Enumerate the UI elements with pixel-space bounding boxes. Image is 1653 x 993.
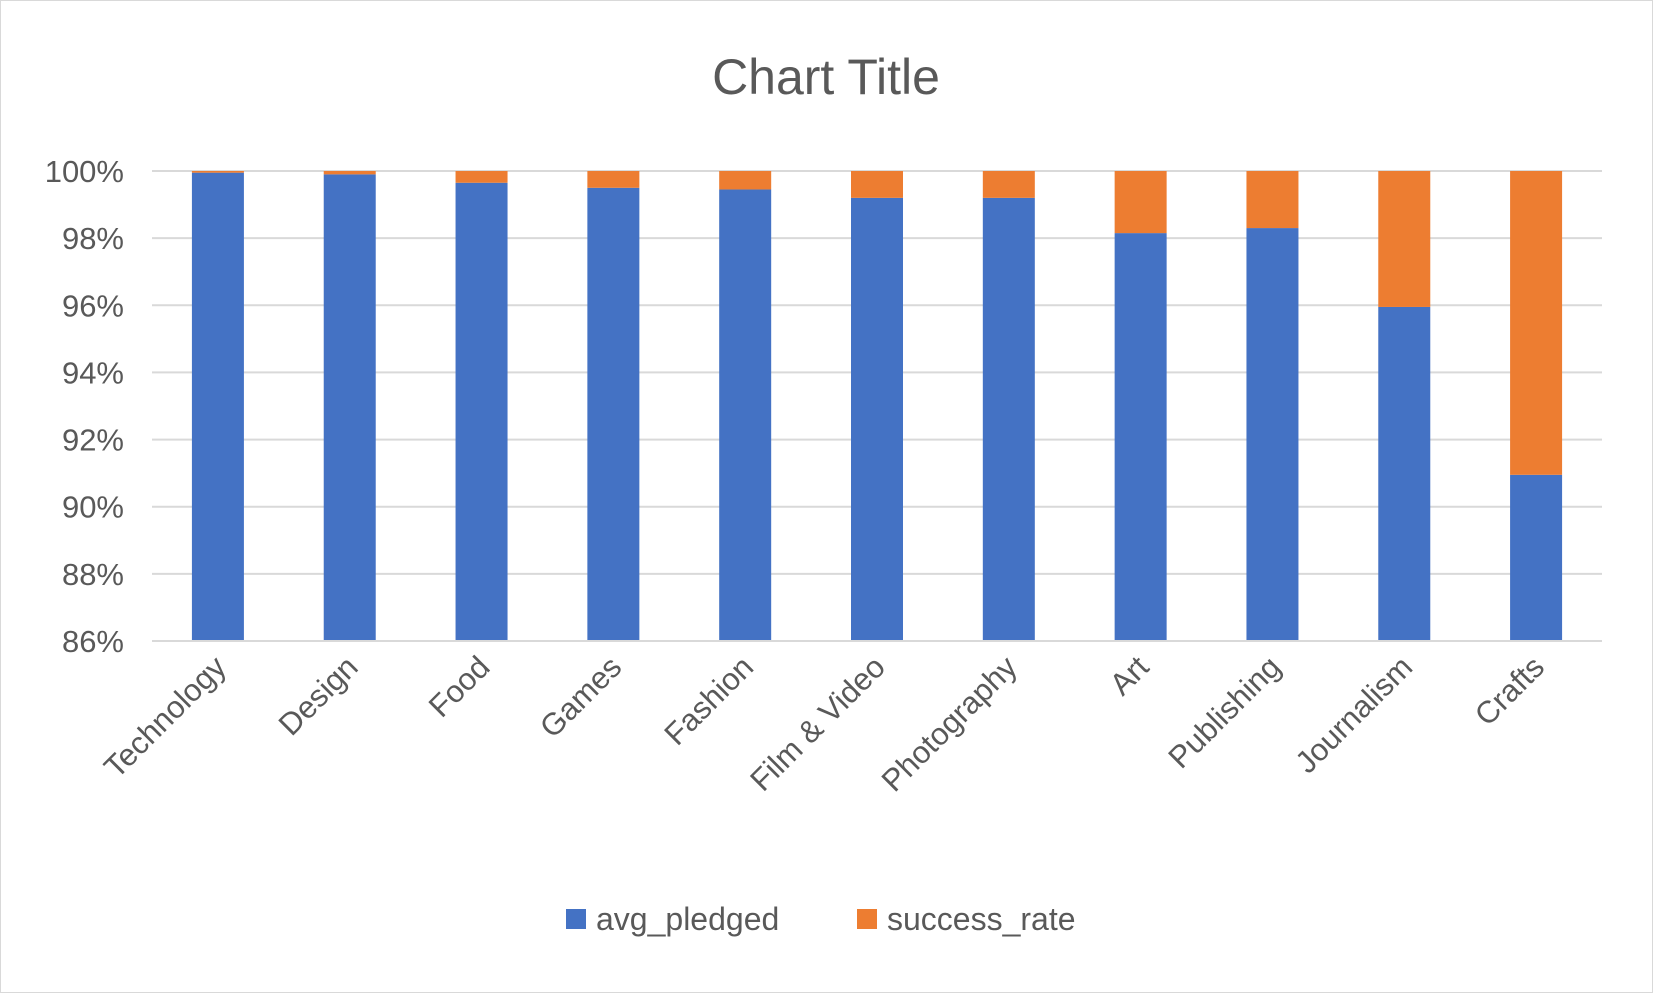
y-tick-label: 98%	[62, 221, 124, 256]
bar-avg_pledged	[1510, 474, 1563, 641]
x-tick-label: Fashion	[657, 649, 760, 752]
y-tick-label: 92%	[62, 423, 124, 458]
bar-avg_pledged	[191, 172, 244, 641]
bar-avg_pledged	[1114, 233, 1167, 641]
x-tick-label: Technology	[97, 649, 233, 785]
bar-avg_pledged	[982, 197, 1035, 641]
bar-success_rate	[1114, 171, 1167, 234]
x-tick-label: Crafts	[1468, 649, 1551, 732]
y-axis: 86% 88% 90% 92% 94% 96% 98% 100%	[45, 154, 124, 659]
y-tick-label: 94%	[62, 355, 124, 390]
chart-title: Chart Title	[712, 49, 940, 105]
x-tick-label: Art	[1103, 649, 1156, 702]
y-tick-label: 86%	[62, 624, 124, 659]
legend-swatch-success_rate	[857, 909, 877, 929]
bar-avg_pledged	[323, 174, 376, 641]
bar-success_rate	[455, 171, 508, 183]
bar-success_rate	[1378, 171, 1431, 307]
bar-avg_pledged	[1246, 228, 1299, 642]
bar-success_rate	[1246, 171, 1299, 229]
x-tick-label: Film & Video	[743, 649, 892, 798]
bar-success_rate	[1510, 171, 1563, 475]
bar-avg_pledged	[587, 187, 640, 642]
bar-success_rate	[982, 171, 1035, 198]
x-tick-label: Design	[272, 649, 365, 742]
bar-success_rate	[323, 171, 376, 175]
legend-label-success_rate: success_rate	[887, 901, 1076, 937]
bar-success_rate	[587, 171, 640, 188]
x-tick-label: Food	[422, 649, 497, 724]
bar-avg_pledged	[455, 182, 508, 641]
y-tick-label: 88%	[62, 557, 124, 592]
bar-success_rate	[851, 171, 903, 198]
legend: avg_pledged success_rate	[566, 901, 1076, 937]
bar-success_rate	[191, 171, 244, 173]
x-tick-label: Photography	[875, 649, 1024, 798]
legend-swatch-avg_pledged	[566, 909, 586, 929]
bars	[191, 171, 1563, 642]
y-tick-label: 96%	[62, 288, 124, 323]
bar-avg_pledged	[719, 189, 772, 641]
y-tick-label: 100%	[45, 154, 124, 189]
bar-success_rate	[719, 171, 772, 190]
x-tick-label: Publishing	[1162, 649, 1288, 775]
x-tick-label: Journalism	[1288, 649, 1419, 780]
bar-avg_pledged	[851, 197, 903, 641]
legend-label-avg_pledged: avg_pledged	[596, 901, 779, 937]
y-tick-label: 90%	[62, 490, 124, 525]
bar-avg_pledged	[1378, 306, 1431, 641]
x-tick-label: Games	[533, 649, 628, 744]
